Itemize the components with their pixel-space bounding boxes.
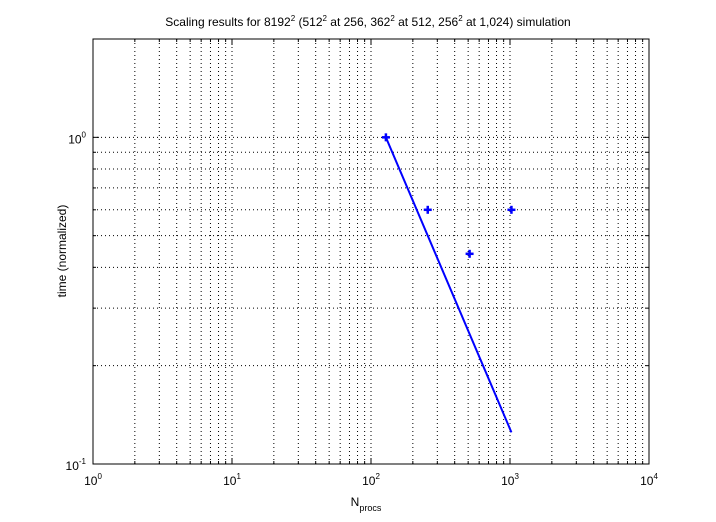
chart-title: Scaling results for 81922 (5122 at 256, … [165, 14, 570, 29]
fit-line [384, 136, 513, 433]
x-axis-label: Nprocs [351, 495, 382, 513]
data-point [507, 205, 516, 214]
x-tick-label: 101 [223, 472, 241, 488]
grid [93, 39, 649, 464]
x-tick-label: 100 [84, 472, 102, 488]
x-tick-label: 104 [640, 472, 658, 488]
y-axis-label: time (normalized) [55, 205, 69, 298]
data-point [465, 249, 474, 258]
x-tick-label: 102 [362, 472, 380, 488]
x-tick-label: 103 [501, 472, 519, 488]
data-point [423, 205, 432, 214]
y-tick-label: 100 [68, 130, 86, 146]
series [381, 133, 516, 433]
y-tick-label: 10-1 [66, 457, 87, 473]
